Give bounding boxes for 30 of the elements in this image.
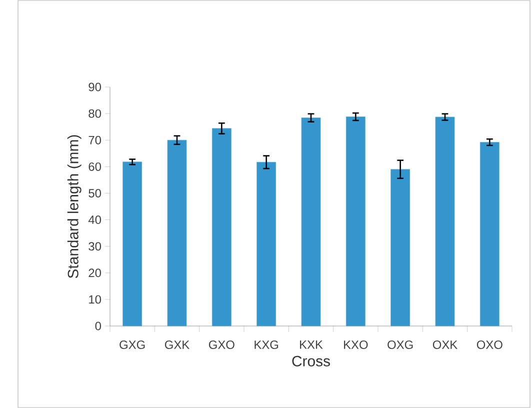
bar xyxy=(435,116,455,326)
x-tick-label: KXO xyxy=(344,340,368,349)
y-tick-label: 60 xyxy=(88,162,102,171)
x-tick-label: GXK xyxy=(164,340,190,349)
y-tick-label: 30 xyxy=(88,242,102,251)
x-tick-label: GXO xyxy=(208,340,234,349)
y-tick-label: 50 xyxy=(88,188,102,198)
bar xyxy=(122,162,142,326)
y-tick-label: 90 xyxy=(88,82,102,92)
bar xyxy=(212,128,232,326)
x-axis-title: Cross xyxy=(292,356,330,366)
bar xyxy=(167,140,187,326)
y-tick-label: 40 xyxy=(88,216,102,224)
x-tick-label: OXO xyxy=(476,340,502,349)
y-axis-title: Standard length (mm) xyxy=(67,135,82,278)
y-tick-label: 0 xyxy=(95,322,102,330)
bar xyxy=(301,118,321,326)
x-tick-label: OXG xyxy=(388,340,413,349)
y-tick-label: 70 xyxy=(88,136,102,144)
bar xyxy=(480,142,500,326)
bar xyxy=(390,169,410,326)
y-tick-label: 80 xyxy=(88,109,102,118)
x-tick-label: KXG xyxy=(254,340,278,349)
y-tick-label: 20 xyxy=(88,268,102,278)
x-tick-label: KXK xyxy=(300,340,323,349)
bar xyxy=(346,116,366,326)
bar xyxy=(256,162,276,326)
x-tick-label: GXG xyxy=(120,340,145,349)
y-tick-label: 10 xyxy=(89,295,102,304)
x-tick-label: OXK xyxy=(432,340,458,349)
